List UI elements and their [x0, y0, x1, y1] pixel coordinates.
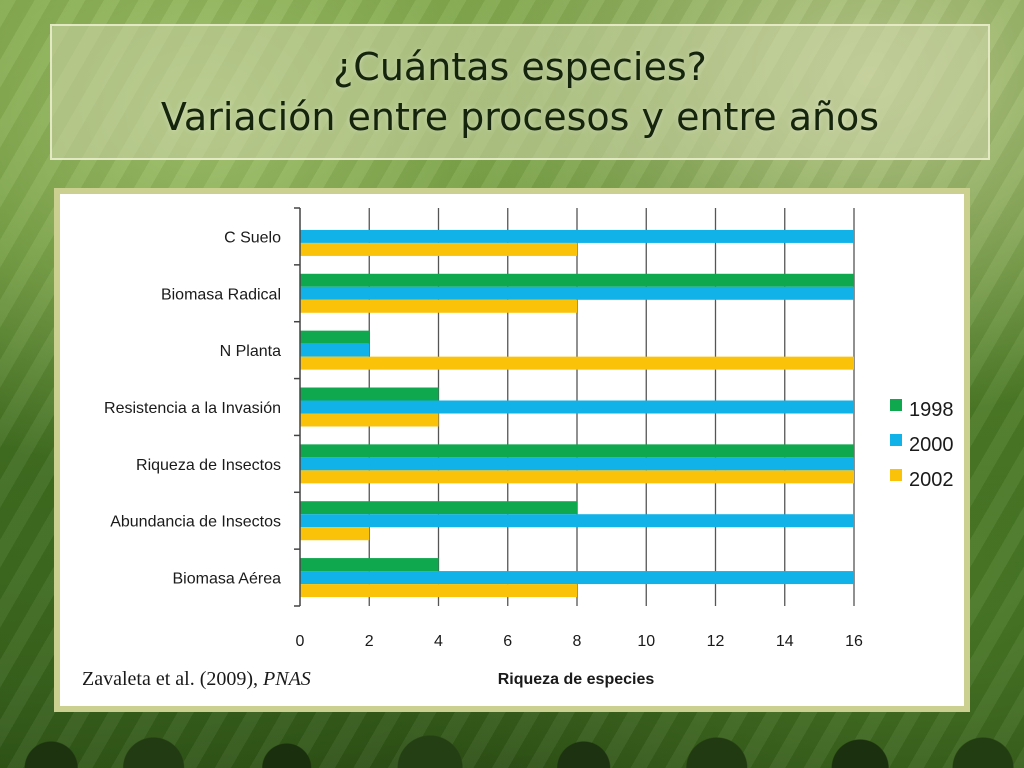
- citation-authors: Zavaleta et al. (2009),: [82, 668, 263, 690]
- category-label-3: Resistencia a la Invasión: [104, 400, 281, 417]
- legend-label-2002: 2002: [909, 469, 954, 491]
- x-axis-title: Riqueza de especies: [498, 671, 655, 688]
- bar-2000-5: [300, 514, 854, 528]
- category-label-4: Riqueza de Insectos: [136, 457, 281, 474]
- category-label-2: N Planta: [220, 343, 281, 360]
- citation-journal: PNAS: [262, 668, 311, 690]
- category-label-1: Biomasa Radical: [161, 286, 281, 303]
- chart-bars: [300, 229, 854, 598]
- bar-2000-0: [300, 229, 854, 243]
- bar-2002-5: [300, 527, 370, 541]
- x-tick-label-14: 14: [776, 633, 794, 650]
- x-tick-label-2: 2: [365, 633, 374, 650]
- x-tick-label-8: 8: [573, 633, 582, 650]
- x-tick-labels: 0 2 4 6 8 10 12 14 16: [296, 633, 863, 650]
- bar-1998-4: [300, 444, 854, 458]
- legend-label-1998: 1998: [909, 399, 954, 421]
- bar-1998-5: [300, 501, 577, 515]
- slide-title-line-1: ¿Cuántas especies?: [333, 45, 707, 89]
- x-tick-label-10: 10: [637, 633, 655, 650]
- chart-axes: [294, 207, 301, 607]
- x-tick-label-6: 6: [503, 633, 512, 650]
- legend-swatch-1998: [890, 399, 902, 411]
- bar-2000-4: [300, 457, 854, 471]
- bar-1998-3: [300, 387, 439, 401]
- category-label-6: Biomasa Aérea: [172, 571, 281, 588]
- legend-label-2000: 2000: [909, 434, 954, 456]
- bar-2002-6: [300, 584, 577, 598]
- legend-swatch-2002: [890, 469, 902, 481]
- title-box: ¿Cuántas especies? Variación entre proce…: [50, 24, 990, 160]
- bar-2000-3: [300, 400, 854, 414]
- x-tick-label-12: 12: [707, 633, 725, 650]
- x-tick-label-16: 16: [845, 633, 863, 650]
- category-label-5: Abundancia de Insectos: [110, 514, 281, 531]
- x-tick-label-4: 4: [434, 633, 443, 650]
- bar-chart: C Suelo Biomasa Radical N Planta Resistenci…: [82, 207, 954, 690]
- bar-2002-2: [300, 356, 854, 370]
- legend-swatch-2000: [890, 434, 902, 446]
- x-tick-label-0: 0: [296, 633, 305, 650]
- bar-1998-1: [300, 273, 854, 287]
- category-labels: C Suelo Biomasa Radical N Planta Resistenci…: [104, 229, 281, 587]
- bar-1998-6: [300, 558, 439, 572]
- bar-2000-2: [300, 343, 370, 357]
- bar-2000-6: [300, 571, 854, 585]
- slide-title-line-2: Variación entre procesos y entre años: [160, 95, 880, 139]
- bar-2000-1: [300, 286, 854, 300]
- bar-2002-1: [300, 299, 577, 313]
- bar-2002-4: [300, 470, 854, 484]
- bar-1998-2: [300, 330, 370, 344]
- chart-legend: 1998 2000 2002: [890, 399, 954, 491]
- bar-2002-3: [300, 413, 439, 427]
- citation: Zavaleta et al. (2009), PNAS: [82, 668, 311, 690]
- bar-2002-0: [300, 242, 577, 256]
- category-label-0: C Suelo: [224, 229, 281, 246]
- chart-panel: C Suelo Biomasa Radical N Planta Resistenci…: [54, 188, 970, 712]
